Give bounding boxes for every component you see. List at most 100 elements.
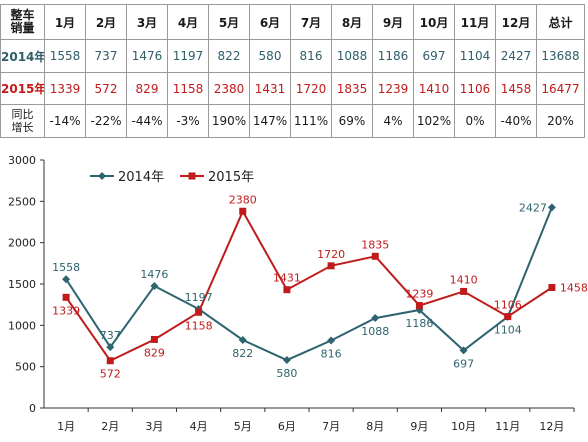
data-point [150, 281, 159, 290]
legend-label: 2015年 [208, 170, 254, 185]
growth-value-cell: -44% [126, 104, 168, 138]
month-header: 10月 [413, 4, 455, 40]
growth-label-line: 增长 [11, 121, 34, 134]
sales-value-cell: 829 [126, 72, 168, 105]
data-point [106, 343, 115, 352]
series-line-1 [65, 209, 553, 362]
data-point [415, 302, 423, 310]
growth-value-cell: -40% [495, 104, 537, 138]
x-tick-label: 6月 [278, 420, 296, 433]
growth-value-cell: 0% [454, 104, 496, 138]
sales-table: 整车 销量 1月 2月 3月 4月 5月 6月 7月 8月 9月 10月 11月 12月 总计 2014年 15… [0, 4, 585, 138]
data-label: 1239 [405, 288, 433, 301]
data-point [283, 286, 291, 294]
x-tick-label: 2月 [101, 420, 119, 433]
x-tick-label: 9月 [410, 420, 428, 433]
month-header: 7月 [290, 4, 332, 40]
legend-label: 2014年 [118, 170, 164, 185]
sales-value-cell: 1558 [44, 39, 86, 73]
y-tick-label: 1500 [8, 278, 36, 291]
growth-value-cell: 111% [290, 104, 332, 138]
data-label: 1835 [361, 238, 389, 251]
data-label: 1558 [52, 261, 80, 274]
data-point [504, 313, 512, 321]
table-corner-header: 整车 销量 [0, 4, 45, 40]
data-point [62, 275, 71, 284]
total-value-cell: 16477 [536, 72, 585, 105]
sales-value-cell: 1431 [249, 72, 291, 105]
sales-value-cell: 1339 [44, 72, 86, 105]
sales-value-cell: 1186 [372, 39, 414, 73]
month-header: 4月 [167, 4, 209, 40]
sales-value-cell: 580 [249, 39, 291, 73]
growth-row-label: 同比 增长 [0, 104, 45, 138]
sales-value-cell: 1104 [454, 39, 496, 73]
sales-line-chart: 0 500 1000 1500 2000 2500 3000 1月 2月 3月 4月 5月 6月 7月 8月… [8, 154, 588, 433]
row-label: 2015年 [0, 72, 45, 105]
growth-value-cell: 69% [331, 104, 373, 138]
data-label: 580 [276, 367, 297, 380]
series-line-0 [65, 207, 553, 362]
data-label: 1158 [185, 319, 213, 332]
legend-marker [188, 172, 196, 180]
sales-value-cell: 1476 [126, 39, 168, 73]
month-header: 12月 [495, 4, 537, 40]
data-label: 1458 [560, 281, 588, 294]
data-point [460, 287, 468, 295]
x-tick-label: 11月 [495, 420, 520, 433]
x-tick-label: 7月 [322, 420, 340, 433]
y-tick-label: 1000 [8, 319, 36, 332]
data-label: 1476 [140, 268, 168, 281]
data-label: 1088 [361, 325, 389, 338]
data-point [282, 356, 291, 365]
growth-value-cell: 147% [249, 104, 291, 138]
month-header: 3月 [126, 4, 168, 40]
sales-value-cell: 1835 [331, 72, 373, 105]
sales-value-cell: 1197 [167, 39, 209, 73]
sales-value-cell: 1720 [290, 72, 332, 105]
data-label: 829 [144, 346, 165, 359]
x-tick-label: 4月 [190, 420, 208, 433]
data-label: 1410 [450, 273, 478, 286]
growth-total-cell: 20% [536, 104, 585, 138]
total-header: 总计 [536, 4, 585, 40]
data-label: 1186 [405, 317, 433, 330]
y-tick-label: 3000 [8, 154, 36, 167]
table-header-row: 整车 销量 1月 2月 3月 4月 5月 6月 7月 8月 9月 10月 11月 12月 总计 [0, 4, 585, 40]
sales-value-cell: 737 [85, 39, 127, 73]
data-label: 2380 [229, 193, 257, 206]
sales-value-cell: 1106 [454, 72, 496, 105]
legend-marker [98, 172, 106, 180]
x-tick-label: 10月 [451, 420, 476, 433]
x-tick-label: 3月 [145, 420, 163, 433]
growth-label-line: 同比 [11, 108, 34, 121]
data-label: 697 [453, 357, 474, 370]
data-label: 1339 [52, 304, 80, 317]
data-label: 572 [100, 368, 121, 381]
sales-value-cell: 572 [85, 72, 127, 105]
data-point [547, 203, 556, 212]
month-header: 2月 [85, 4, 127, 40]
row-label: 2014年 [0, 39, 45, 73]
growth-value-cell: 190% [208, 104, 250, 138]
data-point [548, 283, 556, 291]
data-point [371, 252, 379, 260]
data-point [238, 336, 247, 345]
sales-value-cell: 697 [413, 39, 455, 73]
data-point [106, 357, 114, 365]
y-tick-label: 2500 [8, 195, 36, 208]
sales-value-cell: 1088 [331, 39, 373, 73]
growth-value-cell: 102% [413, 104, 455, 138]
sales-value-cell: 2380 [208, 72, 250, 105]
growth-value-cell: -14% [44, 104, 86, 138]
data-point [327, 336, 336, 345]
sales-value-cell: 822 [208, 39, 250, 73]
total-value-cell: 13688 [536, 39, 585, 73]
data-label: 2427 [519, 201, 547, 214]
x-tick-label: 1月 [57, 420, 75, 433]
data-label: 822 [232, 347, 253, 360]
data-point [371, 314, 380, 323]
data-label: 816 [321, 348, 342, 361]
x-tick-label: 8月 [366, 420, 384, 433]
